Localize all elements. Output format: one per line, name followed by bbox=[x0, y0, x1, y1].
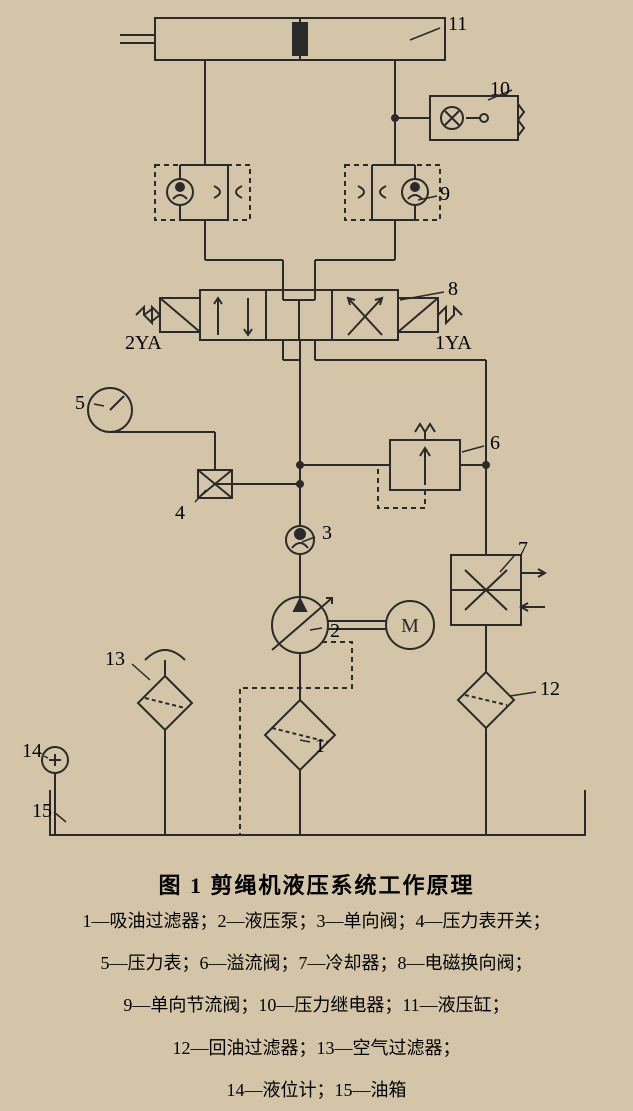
label-8: 8 bbox=[448, 278, 458, 301]
figure-caption: 图 1 剪绳机液压系统工作原理 bbox=[0, 868, 633, 900]
legend-line-1: 5—压力表；6—溢流阀；7—冷却器；8—电磁换向阀； bbox=[0, 942, 633, 984]
hydraulic-schematic: M bbox=[0, 0, 633, 860]
label-6: 6 bbox=[490, 432, 500, 455]
legend-line-3: 12—回油过滤器；13—空气过滤器； bbox=[0, 1027, 633, 1069]
label-2YA: 2YA bbox=[125, 332, 162, 355]
label-3: 3 bbox=[322, 522, 332, 545]
tank bbox=[50, 790, 585, 835]
label-10: 10 bbox=[490, 78, 510, 101]
label-13: 13 bbox=[105, 648, 125, 671]
label-2: 2 bbox=[330, 620, 340, 643]
legend-line-0: 1—吸油过滤器；2—液压泵；3—单向阀；4—压力表开关； bbox=[0, 900, 633, 942]
label-14: 14 bbox=[22, 740, 42, 763]
label-11: 11 bbox=[448, 13, 467, 36]
label-1YA: 1YA bbox=[435, 332, 472, 355]
label-4: 4 bbox=[175, 502, 185, 525]
label-7: 7 bbox=[518, 538, 528, 561]
legend-line-4: 14—液位计；15—油箱 bbox=[0, 1069, 633, 1111]
legend-line-2: 9—单向节流阀；10—压力继电器；11—液压缸； bbox=[0, 984, 633, 1026]
schematic-svg: M bbox=[0, 0, 633, 860]
label-9: 9 bbox=[440, 183, 450, 206]
label-5: 5 bbox=[75, 392, 85, 415]
label-12: 12 bbox=[540, 678, 560, 701]
label-1: 1 bbox=[315, 735, 325, 758]
svg-text:M: M bbox=[401, 615, 419, 637]
label-15: 15 bbox=[32, 800, 52, 823]
